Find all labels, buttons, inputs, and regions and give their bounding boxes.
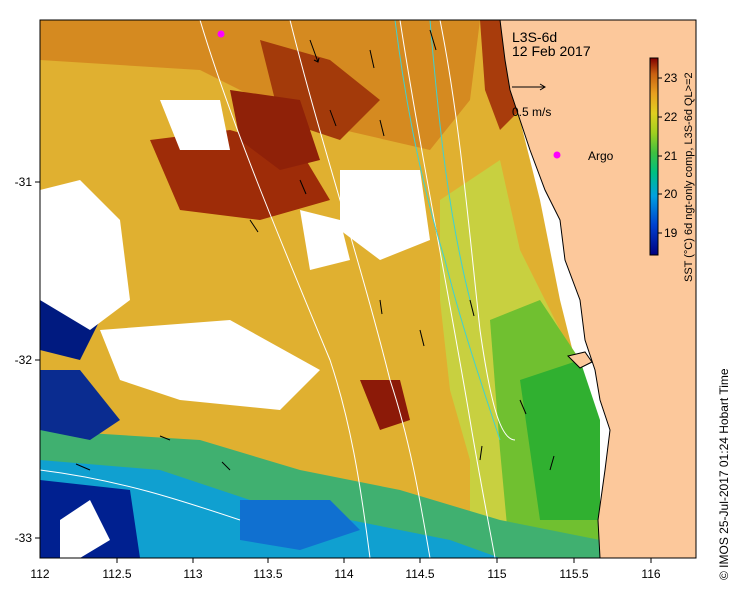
lon-tick: 113: [183, 567, 202, 581]
argo-float-marker: [217, 30, 225, 38]
map-title-line2: 12 Feb 2017: [512, 43, 591, 59]
colorbar-gradient: [649, 57, 659, 256]
colorbar-tick: 22: [664, 110, 678, 124]
lon-tick: 115: [487, 567, 506, 581]
lon-axis: 112 112.5 113 113.5 114 114.5 115 115.5 …: [30, 567, 660, 581]
lon-tick: 115.5: [559, 567, 588, 581]
lon-tick: 113.5: [253, 567, 282, 581]
argo-label: Argo: [588, 149, 614, 163]
lon-tick: 112.5: [102, 567, 131, 581]
scale-label: 0.5 m/s: [512, 105, 551, 119]
lon-tick: 112: [30, 567, 49, 581]
map-frame: [39, 19, 697, 559]
colorbar-tick: 21: [664, 149, 678, 163]
sst-field: [40, 20, 696, 558]
lat-tick: -32: [15, 353, 33, 367]
credit-text: © IMOS 25-Jul-2017 01:24 Hobart Time: [717, 368, 731, 580]
lat-tick: -33: [15, 531, 33, 545]
colorbar-tick: 20: [664, 187, 678, 201]
lon-tick: 114.5: [405, 567, 434, 581]
lat-axis: -31 -32 -33: [15, 175, 33, 545]
colorbar: 19 20 21 22 23 SST (°C) 6d ngt-only comp…: [649, 57, 695, 282]
colorbar-tick: 23: [664, 71, 678, 85]
lon-tick: 116: [641, 567, 660, 581]
colorbar-tick: 19: [664, 226, 678, 240]
lat-tick: -31: [15, 175, 33, 189]
map-title-line1: L3S-6d: [512, 29, 557, 45]
argo-legend-marker: [553, 151, 561, 159]
lon-tick: 114: [334, 567, 353, 581]
colorbar-label: SST (°C) 6d ngt-only comp, L3S-6d QL>=2: [683, 72, 695, 282]
